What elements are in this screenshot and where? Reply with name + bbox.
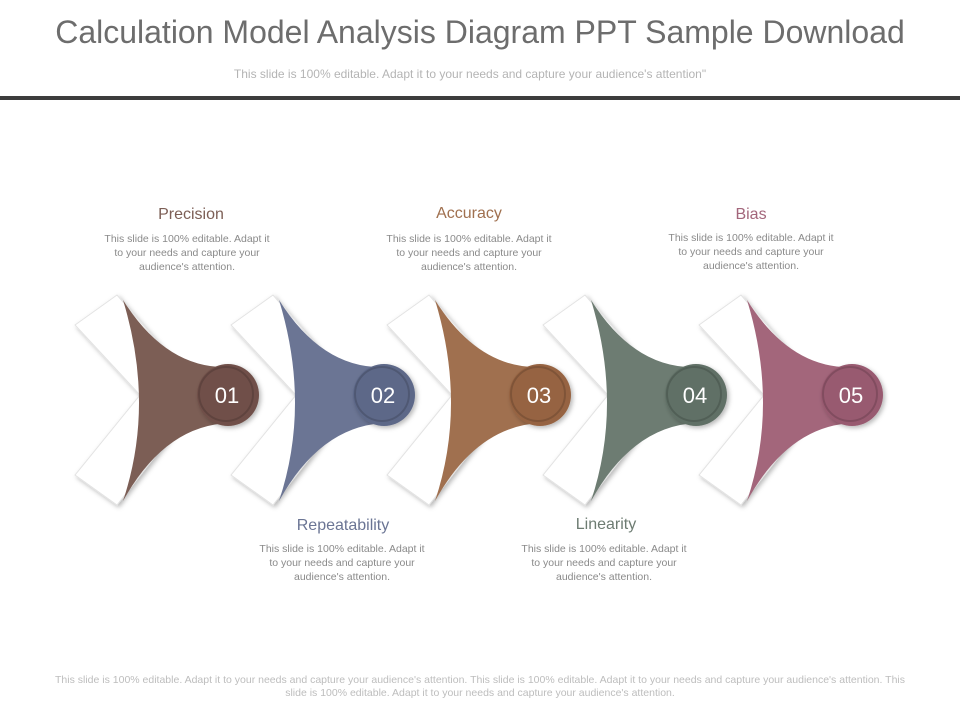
color-wedge bbox=[279, 300, 386, 501]
step-number: 04 bbox=[683, 383, 707, 408]
color-wedge bbox=[123, 300, 230, 501]
step-01: 01 bbox=[74, 294, 259, 506]
step-02: 02 bbox=[230, 294, 415, 506]
header-divider bbox=[0, 96, 960, 100]
step-label-linearity: Linearity bbox=[575, 516, 637, 533]
number-circle bbox=[821, 364, 883, 426]
number-circle-ring bbox=[198, 366, 254, 422]
step-desc-precision: This slide is 100% editable. Adapt it to… bbox=[104, 233, 270, 273]
color-wedge bbox=[435, 300, 542, 501]
number-circle-ring bbox=[354, 366, 410, 422]
color-wedge bbox=[591, 300, 698, 501]
color-wedge bbox=[747, 300, 854, 501]
step-number: 05 bbox=[839, 383, 863, 408]
step-desc-bias: This slide is 100% editable. Adapt it to… bbox=[668, 232, 834, 272]
step-05: 05 bbox=[698, 294, 883, 506]
step-label-repeatability: Repeatability bbox=[296, 517, 390, 534]
number-circle-ring bbox=[510, 366, 566, 422]
step-number: 03 bbox=[527, 383, 551, 408]
step-label-precision: Precision bbox=[158, 206, 224, 223]
step-03: 03 bbox=[386, 294, 571, 506]
number-circle bbox=[509, 364, 571, 426]
number-circle bbox=[665, 364, 727, 426]
number-circle-ring bbox=[822, 366, 878, 422]
step-desc-repeatability: This slide is 100% editable. Adapt it to… bbox=[259, 543, 425, 583]
step-desc-accuracy: This slide is 100% editable. Adapt it to… bbox=[386, 233, 552, 273]
step-desc-linearity: This slide is 100% editable. Adapt it to… bbox=[521, 543, 687, 583]
step-label-accuracy: Accuracy bbox=[436, 205, 502, 222]
slide-title: Calculation Model Analysis Diagram PPT S… bbox=[55, 14, 905, 50]
step-04: 04 bbox=[542, 294, 727, 506]
number-circle bbox=[353, 364, 415, 426]
step-number: 02 bbox=[371, 383, 395, 408]
number-circle-ring bbox=[666, 366, 722, 422]
slide-subtitle: This slide is 100% editable. Adapt it to… bbox=[233, 67, 707, 81]
step-label-bias: Bias bbox=[735, 206, 767, 223]
number-circle bbox=[197, 364, 259, 426]
step-number: 01 bbox=[215, 383, 239, 408]
footer-note: This slide is 100% editable. Adapt it to… bbox=[55, 674, 905, 699]
